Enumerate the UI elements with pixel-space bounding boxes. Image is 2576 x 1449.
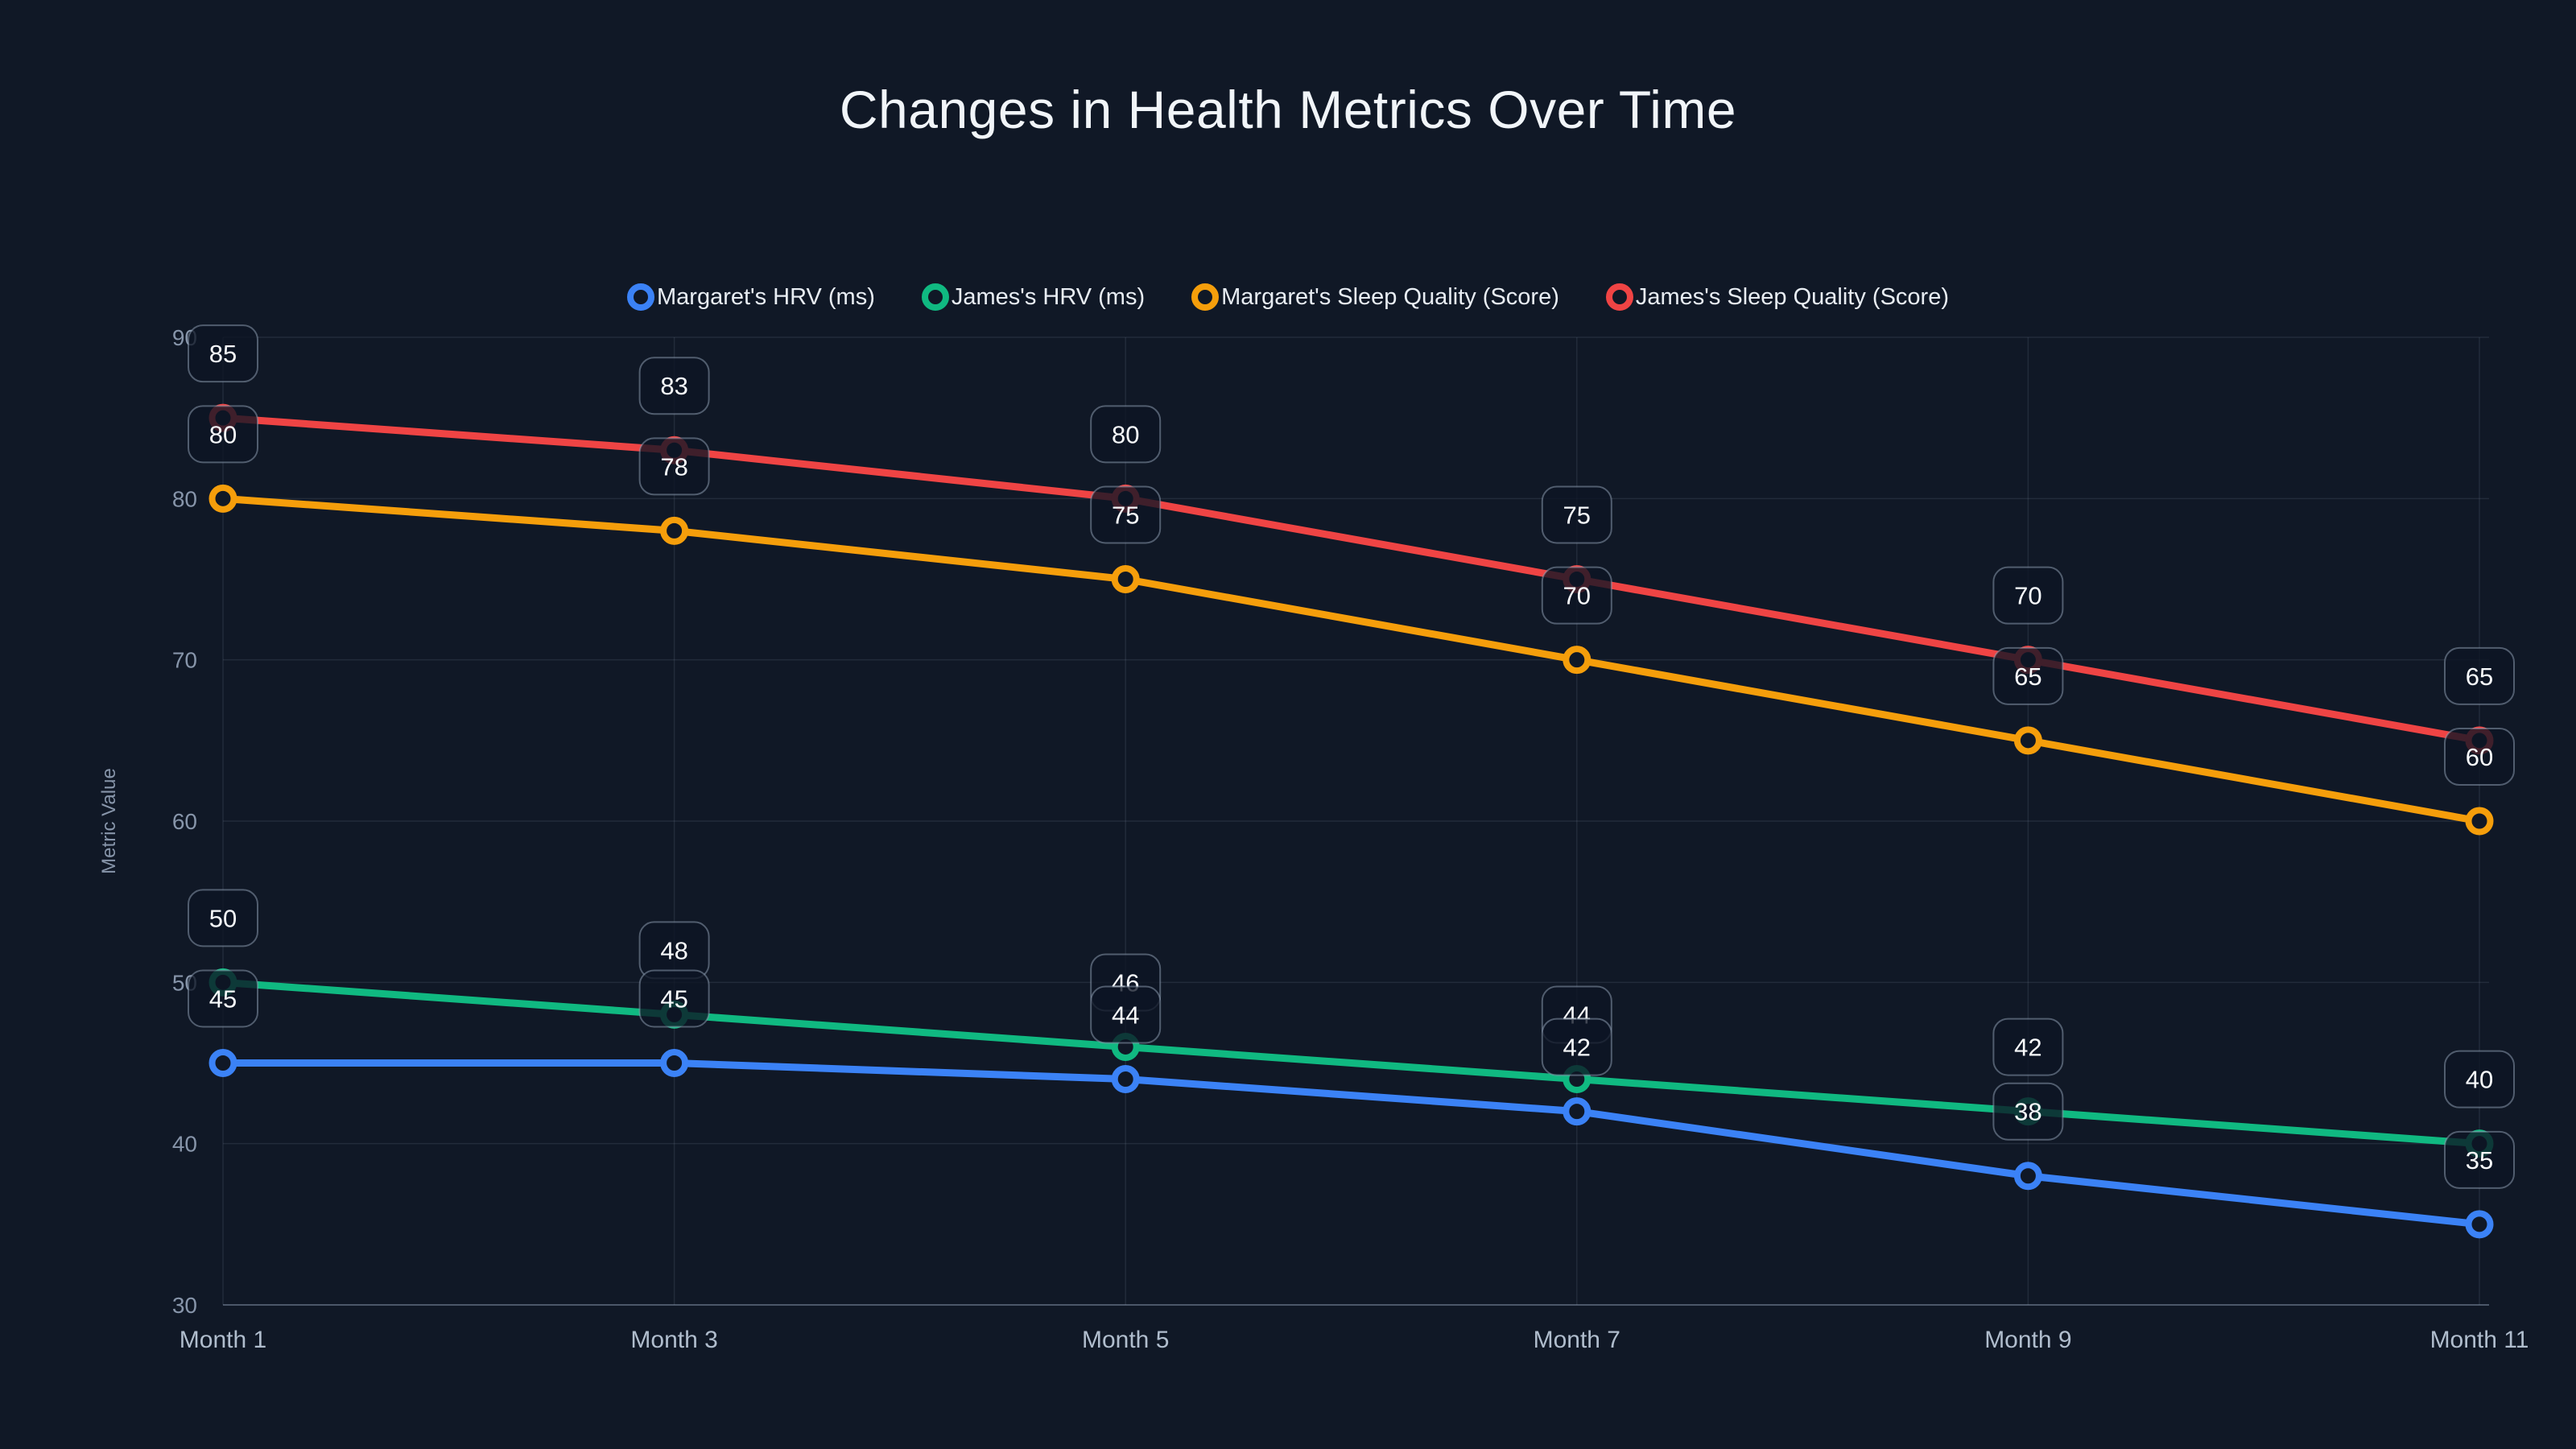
- point-label-value: 75: [1112, 502, 1139, 530]
- point-label-value: 42: [2014, 1034, 2041, 1062]
- point-labels-margaret-s-hrv-ms: 45 45 44 42 38 35: [188, 969, 2515, 1189]
- legend-item-margaret-s-hrv-ms[interactable]: Margaret's HRV (ms): [627, 283, 875, 311]
- point-label-box: [188, 324, 258, 383]
- point-margaret-s-sleep-quality-score-month-9[interactable]: [2013, 726, 2042, 755]
- series-line-james-s-sleep-quality-score: [219, 414, 2483, 745]
- point-label-value: 70: [1563, 582, 1591, 610]
- x-tick-label: Month 11: [2430, 1327, 2529, 1353]
- point-label-value: 42: [1563, 1034, 1591, 1062]
- point-label-value: 35: [2466, 1146, 2493, 1174]
- series-margaret-s-hrv-ms: [208, 1049, 2494, 1239]
- y-tick-label: 40: [172, 1132, 197, 1157]
- point-label-value: 85: [209, 340, 237, 368]
- x-tick-label: Month 3: [630, 1327, 717, 1353]
- point-label-box: [638, 437, 710, 496]
- point-label-box: [638, 357, 710, 415]
- x-tick-label: Month 5: [1082, 1327, 1169, 1353]
- point-label-value: 65: [2014, 663, 2041, 691]
- legend: Margaret's HRV (ms) James's HRV (ms) Marga…: [0, 283, 2576, 311]
- x-tick-label: Month 1: [180, 1327, 266, 1353]
- legend-ring-icon: [627, 283, 654, 311]
- series-margaret-s-sleep-quality-score: [208, 484, 2494, 836]
- legend-label: James's Sleep Quality (Score): [1635, 283, 1949, 310]
- legend-label: James's HRV (ms): [951, 283, 1146, 310]
- chart-title: Changes in Health Metrics Over Time: [839, 80, 1737, 139]
- point-label-value: 45: [209, 985, 237, 1013]
- point-label-box: [1992, 566, 2064, 625]
- point-label-box: [1992, 646, 2064, 705]
- series-line-james-s-hrv-ms: [219, 978, 2483, 1148]
- point-label-value: 48: [660, 936, 687, 964]
- legend-label: Margaret's HRV (ms): [657, 283, 875, 310]
- point-margaret-s-hrv-ms-month-5[interactable]: [1111, 1065, 1140, 1094]
- point-label-value: 45: [660, 985, 687, 1013]
- point-label-value: 65: [2466, 663, 2493, 691]
- point-label-value: 75: [1563, 502, 1591, 530]
- point-label-box: [188, 405, 258, 464]
- point-label-box: [638, 969, 710, 1028]
- legend-ring-icon: [1605, 283, 1633, 311]
- point-margaret-s-sleep-quality-score-month-5[interactable]: [1111, 565, 1140, 593]
- point-label-value: 40: [2466, 1066, 2493, 1094]
- point-label-value: 60: [2466, 743, 2493, 771]
- point-label-box: [1541, 566, 1612, 625]
- x-tick-label: Month 7: [1534, 1327, 1620, 1353]
- point-margaret-s-sleep-quality-score-month-1[interactable]: [208, 484, 237, 513]
- point-label-value: 78: [660, 452, 687, 481]
- point-margaret-s-sleep-quality-score-month-3[interactable]: [660, 516, 689, 545]
- x-axis-ticks: Month 1 Month 3 Month 5 Month 7 Month 9 Month…: [180, 1327, 2529, 1353]
- point-label-value: 38: [2014, 1098, 2041, 1126]
- legend-item-james-s-hrv-ms[interactable]: James's HRV (ms): [921, 283, 1146, 311]
- point-label-value: 83: [660, 372, 687, 400]
- y-axis-title: Metric Value: [98, 768, 120, 874]
- point-label-box: [1090, 985, 1162, 1044]
- point-label-box: [188, 969, 258, 1028]
- point-label-box: [2444, 646, 2515, 705]
- legend-label: Margaret's Sleep Quality (Score): [1221, 283, 1559, 310]
- y-tick-label: 70: [172, 648, 197, 673]
- point-margaret-s-hrv-ms-month-1[interactable]: [208, 1049, 237, 1077]
- point-label-box: [188, 889, 258, 947]
- legend-item-james-s-sleep-quality-score[interactable]: James's Sleep Quality (Score): [1605, 283, 1949, 311]
- point-label-value: 80: [1112, 420, 1139, 448]
- y-tick-label: 80: [172, 486, 197, 511]
- x-tick-label: Month 9: [1984, 1327, 2071, 1353]
- series-james-s-sleep-quality-score: [208, 403, 2494, 755]
- series-line-margaret-s-sleep-quality-score: [219, 494, 2483, 825]
- y-tick-label: 60: [172, 809, 197, 834]
- point-margaret-s-hrv-ms-month-9[interactable]: [2013, 1162, 2042, 1191]
- point-labels-james-s-sleep-quality-score: 85 83 80 75 70 65: [188, 324, 2515, 705]
- point-margaret-s-sleep-quality-score-month-7[interactable]: [1563, 646, 1591, 675]
- legend-ring-icon: [1191, 283, 1220, 311]
- point-label-box: [1541, 1018, 1612, 1076]
- point-margaret-s-sleep-quality-score-month-11[interactable]: [2465, 807, 2494, 836]
- gridlines: [222, 336, 2489, 1306]
- point-label-box: [2444, 728, 2515, 786]
- point-margaret-s-hrv-ms-month-7[interactable]: [1563, 1097, 1591, 1126]
- series-line-margaret-s-hrv-ms: [219, 1059, 2483, 1228]
- point-label-box: [1541, 485, 1612, 544]
- legend-item-margaret-s-sleep-quality-score[interactable]: Margaret's Sleep Quality (Score): [1191, 283, 1559, 311]
- point-label-value: 80: [209, 420, 237, 448]
- point-label-value: 50: [209, 904, 237, 932]
- point-label-value: 70: [2014, 582, 2041, 610]
- legend-ring-icon: [921, 283, 949, 311]
- point-label-box: [2444, 1050, 2515, 1108]
- y-tick-label: 30: [172, 1293, 197, 1318]
- point-label-box: [1090, 405, 1162, 464]
- point-margaret-s-hrv-ms-month-11[interactable]: [2465, 1210, 2494, 1239]
- point-label-box: [1090, 485, 1162, 544]
- point-label-value: 44: [1112, 1001, 1139, 1030]
- point-label-box: [2444, 1130, 2515, 1189]
- point-labels-margaret-s-sleep-quality-score: 80 78 75 70 65 60: [188, 405, 2515, 786]
- point-label-box: [1992, 1018, 2064, 1076]
- point-label-box: [1992, 1082, 2064, 1141]
- point-margaret-s-hrv-ms-month-3[interactable]: [660, 1049, 689, 1077]
